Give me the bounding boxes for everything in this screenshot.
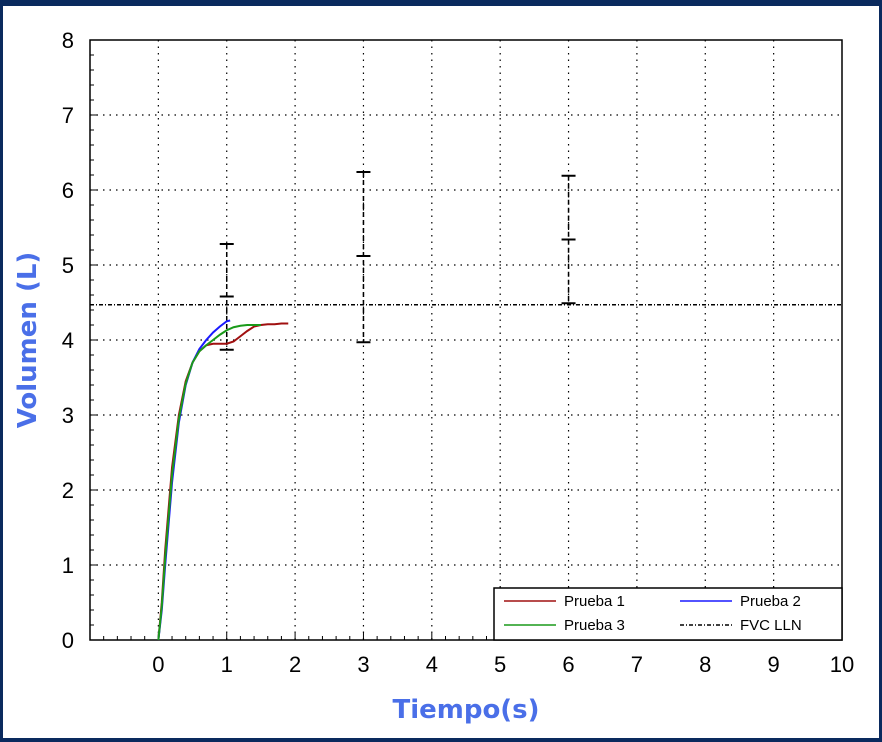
x-tick-label: 2 (289, 652, 301, 677)
x-tick-label: 6 (562, 652, 574, 677)
legend-label: Prueba 3 (564, 617, 625, 634)
plot-area (89, 39, 843, 641)
y-tick-label: 7 (62, 103, 74, 128)
x-tick-label: 3 (357, 652, 369, 677)
x-tick-label: 9 (768, 652, 780, 677)
error-bars (219, 171, 576, 351)
x-tick-label: 7 (631, 652, 643, 677)
y-axis-title: Volumen (L) (13, 252, 43, 429)
series-line (157, 322, 289, 641)
x-tick-label: 10 (830, 652, 854, 677)
x-tick-label: 5 (494, 652, 506, 677)
x-tick-label: 8 (699, 652, 711, 677)
legend: Prueba 1 Prueba 2 Prueba 3 FVC LLN (493, 587, 843, 641)
x-tick-labels: 0 1 2 3 4 5 6 7 8 9 10 (152, 652, 854, 677)
y-tick-label: 3 (62, 403, 74, 428)
x-axis-title: Tiempo(s) (392, 695, 539, 725)
series-line (157, 324, 261, 641)
x-tick-label: 0 (152, 652, 164, 677)
minor-ticks (89, 39, 843, 641)
series-lines (90, 304, 842, 641)
y-tick-label: 0 (62, 628, 74, 653)
y-tick-label: 6 (62, 178, 74, 203)
y-tick-label: 5 (62, 253, 74, 278)
legend-label: FVC LLN (740, 617, 802, 634)
series-line (157, 319, 231, 641)
grid-lines (90, 40, 842, 640)
x-tick-label: 4 (426, 652, 438, 677)
x-tick-label: 1 (221, 652, 233, 677)
y-tick-label: 8 (62, 28, 74, 53)
legend-label: Prueba 1 (564, 593, 625, 610)
legend-label: Prueba 2 (740, 593, 801, 610)
y-tick-label: 4 (62, 328, 74, 353)
legend-box (493, 587, 843, 641)
y-tick-label: 2 (62, 478, 74, 503)
y-tick-labels: 0 1 2 3 4 5 6 7 8 (62, 28, 74, 653)
y-tick-label: 1 (62, 553, 74, 578)
